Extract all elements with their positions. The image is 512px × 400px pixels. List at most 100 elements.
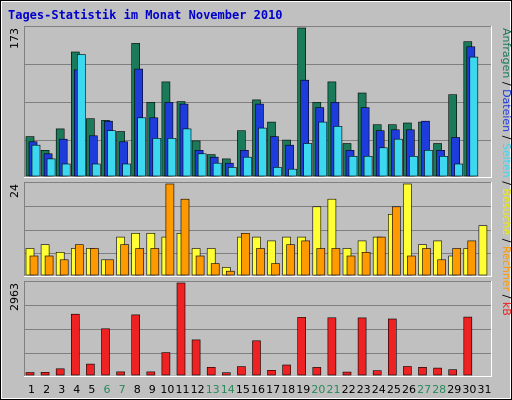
bar-seiten-day-3 [61, 163, 71, 177]
bar-kb-day-16 [252, 340, 261, 376]
x-tick-label: 2 [43, 383, 50, 396]
bar-kb-day-18 [282, 364, 291, 376]
x-tick-label: 9 [149, 383, 156, 396]
bar-seiten-day-29 [454, 163, 464, 177]
legend-part: / [500, 291, 512, 302]
x-tick-label: 17 [266, 383, 280, 396]
panel-middle: 24 [8, 182, 492, 277]
x-tick-label: 3 [58, 383, 65, 396]
bar-rechner-day-2 [44, 255, 54, 276]
bar-kb-day-19 [297, 317, 307, 376]
bar-kb-day-5 [86, 363, 95, 376]
x-tick-label: 16 [251, 383, 265, 396]
bar-rechner-day-5 [90, 248, 99, 276]
bar-rechner-day-6 [105, 259, 114, 276]
bar-seiten-day-7 [122, 163, 131, 177]
bar-kb-day-30 [463, 316, 473, 376]
bar-kb-day-23 [357, 317, 367, 376]
bar-rechner-day-10 [165, 183, 175, 276]
y-max-label: 2963 [8, 283, 21, 311]
x-tick-label: 30 [462, 383, 476, 396]
bar-kb-day-14 [222, 372, 231, 376]
bar-seiten-day-6 [107, 130, 116, 177]
bar-kb-day-1 [25, 372, 35, 376]
right-legend-label: Anfragen / Dateien / Seiten / Besuche / … [500, 28, 512, 316]
bar-rechner-day-29 [452, 248, 462, 276]
x-tick-label: 21 [327, 383, 341, 396]
bar-rechner-day-22 [346, 255, 356, 276]
bar-seiten-day-10 [167, 138, 177, 177]
bar-rechner-day-11 [180, 198, 190, 276]
bar-besuche-day-31 [478, 225, 488, 276]
bar-seiten-day-27 [424, 150, 433, 177]
bar-rechner-day-14 [226, 270, 235, 276]
bar-rechner-day-15 [241, 233, 250, 276]
y-max-label: 173 [8, 28, 21, 49]
bar-kb-day-4 [71, 313, 80, 376]
bar-kb-day-21 [327, 317, 337, 376]
bar-rechner-day-13 [210, 263, 220, 276]
bar-seiten-day-14 [228, 167, 237, 177]
bar-kb-day-25 [387, 318, 397, 376]
bar-seiten-day-24 [378, 147, 388, 177]
bar-rechner-day-12 [195, 255, 205, 276]
x-tick-label: 10 [160, 383, 174, 396]
bar-seiten-day-5 [92, 163, 101, 177]
bar-seiten-day-8 [137, 117, 146, 177]
x-tick-label: 23 [357, 383, 371, 396]
bar-seiten-day-21 [333, 126, 343, 177]
panel-top: 173 [8, 26, 492, 178]
bar-kb-day-27 [418, 366, 427, 376]
x-tick-label: 19 [296, 383, 310, 396]
bar-kb-day-20 [312, 367, 322, 376]
legend-part: Besuche [500, 188, 512, 235]
x-tick-label: 31 [478, 383, 492, 396]
bar-kb-day-15 [237, 366, 246, 376]
legend-part: Anfragen [500, 28, 512, 78]
x-axis-labels: 1 2 3 4 5 6 7 8 9 10 11 12 13 14 15 16 17 18 19 20 21 22 23 24 2… [28, 383, 492, 396]
x-tick-label: 22 [342, 383, 356, 396]
bar-rechner-day-8 [135, 248, 144, 276]
bar-seiten-day-9 [152, 138, 162, 177]
bar-rechner-day-28 [437, 259, 446, 276]
bar-rechner-day-16 [256, 248, 265, 276]
bar-kb-day-7 [116, 371, 125, 376]
bar-kb-day-10 [161, 352, 171, 376]
bar-rechner-day-25 [391, 206, 401, 276]
x-tick-label: 28 [432, 383, 446, 396]
y-max-label: 24 [8, 184, 21, 198]
bar-kb-day-22 [342, 371, 352, 376]
x-tick-label: 27 [417, 383, 431, 396]
x-tick-label: 14 [221, 383, 235, 396]
bar-kb-day-8 [131, 314, 140, 376]
bar-seiten-day-13 [212, 162, 222, 177]
bar-seiten-day-17 [273, 167, 282, 177]
bar-rechner-day-17 [271, 263, 280, 276]
legend-part: / [500, 235, 512, 246]
bar-rechner-day-21 [331, 248, 341, 276]
x-tick-label: 11 [176, 383, 190, 396]
bar-rechner-day-20 [316, 248, 326, 276]
bar-kb-day-28 [433, 367, 442, 376]
bar-seiten-day-2 [46, 158, 56, 177]
bar-seiten-day-20 [318, 121, 328, 177]
legend-part: / [500, 178, 512, 189]
bar-kb-day-17 [267, 369, 276, 376]
x-tick-label: 8 [134, 383, 141, 396]
bar-kb-day-9 [146, 371, 156, 376]
panels: 173 24 2963 [8, 26, 492, 377]
legend-part: Dateien [500, 89, 512, 132]
bar-seiten-day-26 [409, 156, 418, 177]
bar-seiten-day-19 [303, 143, 313, 177]
chart-title: Tages-Statistik im Monat November 2010 [8, 8, 283, 22]
bar-seiten-day-12 [197, 153, 207, 177]
x-tick-label: 29 [447, 383, 461, 396]
bar-rechner-day-27 [422, 248, 431, 276]
bar-seiten-day-25 [393, 138, 403, 177]
x-tick-label: 12 [191, 383, 205, 396]
bar-kb-day-24 [372, 370, 382, 376]
x-tick-label: 20 [311, 383, 325, 396]
bar-kb-day-3 [55, 368, 65, 376]
bar-rechner-day-30 [467, 240, 477, 276]
